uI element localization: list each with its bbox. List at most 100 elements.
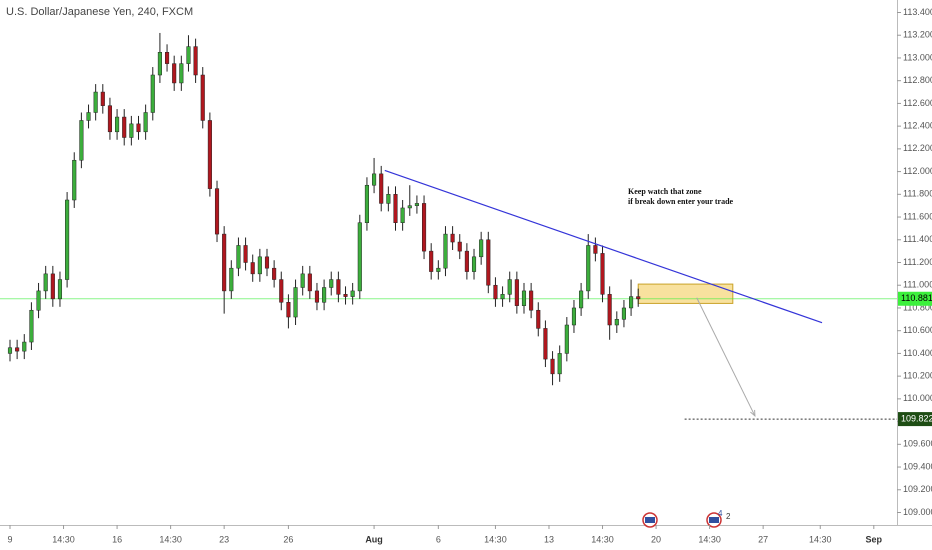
candle-body <box>65 199 70 280</box>
candle-body <box>179 63 184 84</box>
candle-body <box>57 279 63 300</box>
candle <box>364 177 369 231</box>
candle <box>421 195 427 260</box>
candle <box>186 35 191 72</box>
candle-body <box>586 245 591 292</box>
candle-body <box>229 267 234 292</box>
candle <box>350 282 355 305</box>
candle <box>250 254 255 282</box>
candle <box>593 237 598 262</box>
candle-body <box>479 239 484 258</box>
candle <box>172 55 177 91</box>
x-tick-label: 14:30 <box>484 534 507 544</box>
candle <box>293 279 298 325</box>
x-tick-label: 14:30 <box>698 534 721 544</box>
price-tag-label: 110.881 <box>901 293 932 303</box>
candle <box>229 260 234 299</box>
y-tick-label: 112.400 <box>903 121 932 131</box>
candle-body <box>50 273 55 300</box>
candle <box>314 282 320 311</box>
y-tick-label: 112.800 <box>903 75 932 85</box>
candle-body <box>257 256 262 275</box>
x-tick-label: 27 <box>758 534 768 544</box>
candle-body <box>172 63 177 84</box>
candle-body <box>250 262 255 275</box>
candle <box>207 112 212 197</box>
candle-body <box>521 290 527 306</box>
candle <box>400 200 405 231</box>
candle-body <box>322 287 327 303</box>
y-tick-label: 113.400 <box>903 7 932 17</box>
candle <box>443 226 448 277</box>
candle-body <box>157 52 162 76</box>
candle-body <box>493 284 498 300</box>
candle <box>236 237 241 277</box>
candle <box>500 286 505 307</box>
candle <box>322 279 327 311</box>
y-tick-label: 109.600 <box>903 439 932 449</box>
candle-body <box>164 52 170 64</box>
trendline <box>384 169 823 324</box>
candle <box>493 277 498 307</box>
event-icon[interactable]: 4 2 <box>706 509 731 528</box>
candle-body <box>514 279 519 306</box>
candle <box>414 195 419 214</box>
x-tick-label: 6 <box>436 534 441 544</box>
x-tick-label: 20 <box>651 534 661 544</box>
candle-body <box>143 112 148 133</box>
candle-body <box>86 112 91 121</box>
x-tick-label: 23 <box>219 534 229 544</box>
candle-body <box>393 194 398 223</box>
candle-body <box>629 296 634 309</box>
candle <box>521 282 527 314</box>
candle <box>79 112 84 169</box>
candle <box>329 271 334 296</box>
candle <box>507 271 512 303</box>
candle <box>571 300 577 333</box>
candle <box>536 302 541 337</box>
y-tick-label: 112.000 <box>903 166 932 176</box>
candle-body <box>293 287 298 318</box>
candle-body <box>507 279 512 295</box>
candle-body <box>486 239 491 286</box>
x-tick-label: Sep <box>866 534 883 544</box>
candle-body <box>36 290 41 311</box>
y-tick-label: 109.200 <box>903 484 932 494</box>
candle-body <box>307 273 312 292</box>
candle <box>7 339 13 362</box>
candle <box>65 192 70 288</box>
candle-body <box>115 116 120 133</box>
candle-body <box>29 309 34 343</box>
candle <box>357 214 362 299</box>
candle-body <box>372 173 377 186</box>
candle-body <box>443 233 448 269</box>
candle-body <box>579 290 584 309</box>
x-tick-label: 26 <box>283 534 293 544</box>
candle <box>286 294 291 329</box>
candle-body <box>15 347 20 352</box>
x-tick-label: 14:30 <box>591 534 614 544</box>
y-tick-label: 113.200 <box>903 30 932 40</box>
y-tick-label: 109.000 <box>903 507 932 517</box>
candle <box>529 282 534 319</box>
candle <box>407 185 412 216</box>
y-tick-label: 110.000 <box>903 393 932 403</box>
candle-body <box>500 294 505 300</box>
y-tick-label: 110.800 <box>903 302 932 312</box>
arrow <box>696 297 756 417</box>
candle-body <box>379 173 384 204</box>
y-tick-label: 111.600 <box>903 211 932 221</box>
x-tick-label: 14:30 <box>52 534 75 544</box>
candle <box>107 97 112 140</box>
candle-body <box>272 267 277 280</box>
flag <box>645 517 655 523</box>
y-tick-label: 110.400 <box>903 348 932 358</box>
event-icon[interactable] <box>642 512 658 528</box>
candle-body <box>564 324 569 354</box>
candle <box>157 32 162 83</box>
candle <box>607 286 612 340</box>
candle <box>550 351 555 386</box>
candle-body <box>264 256 270 269</box>
x-tick-label: 14:30 <box>159 534 182 544</box>
